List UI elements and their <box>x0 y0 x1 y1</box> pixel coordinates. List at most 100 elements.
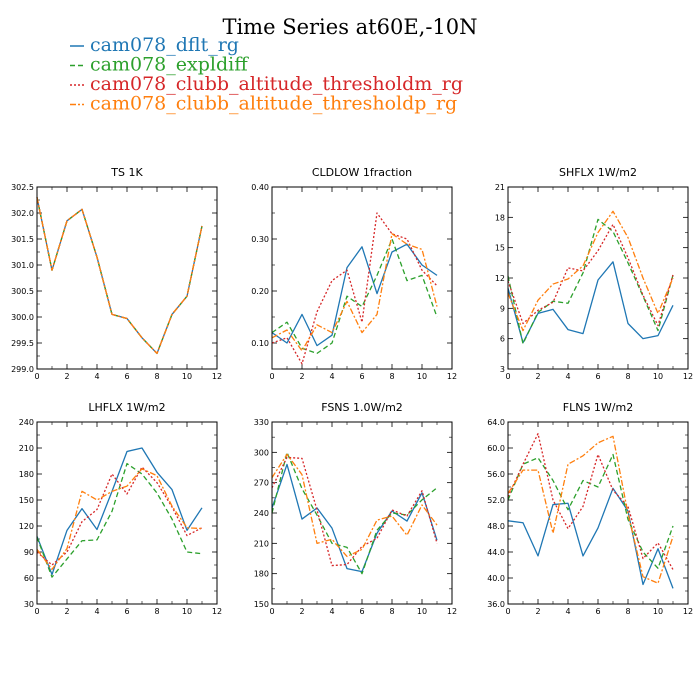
series-line <box>507 435 674 584</box>
y-tick-label: 0.30 <box>251 235 269 244</box>
y-tick-label: 300.5 <box>11 287 34 296</box>
x-tick-label: 2 <box>535 372 540 381</box>
y-tick-label: 210 <box>19 444 34 453</box>
x-tick-label: 2 <box>64 372 69 381</box>
y-tick-label: 44.0 <box>487 548 505 557</box>
series-line <box>271 243 438 347</box>
y-tick-label: 240 <box>254 509 269 518</box>
x-tick-label: 6 <box>595 372 600 381</box>
series-line <box>36 197 203 355</box>
series-line <box>271 212 438 365</box>
y-tick-label: 21 <box>495 183 505 192</box>
y-tick-label: 60.0 <box>487 444 505 453</box>
panels: TS 1K 0 2 4 6 8 10 12 299.0 299.5 300.0 300.5 301.0 3… <box>11 166 693 616</box>
series-line <box>271 463 438 573</box>
x-tick-label: 8 <box>625 607 630 616</box>
x-tick-label: 4 <box>329 372 334 381</box>
y-tick-label: 302.5 <box>11 183 34 192</box>
series-line <box>507 210 674 332</box>
x-tick-label: 6 <box>359 607 364 616</box>
x-tick-label: 4 <box>565 372 570 381</box>
x-tick-label: 10 <box>417 372 427 381</box>
x-tick-label: 12 <box>212 372 222 381</box>
panel: CLDLOW 1fraction 0 2 4 6 8 10 12 0.10 0.20 0.30 0.4… <box>251 166 457 381</box>
y-tick-label: 180 <box>254 570 269 579</box>
x-tick-label: 6 <box>595 607 600 616</box>
y-tick-label: 0.10 <box>251 339 269 348</box>
x-tick-label: 8 <box>154 372 159 381</box>
x-tick-label: 10 <box>182 372 192 381</box>
series-line <box>271 233 438 352</box>
x-tick-label: 2 <box>535 607 540 616</box>
panel-title: FSNS 1.0W/m2 <box>321 401 403 414</box>
y-tick-label: 302.0 <box>11 209 34 218</box>
panel-title: LHFLX 1W/m2 <box>88 401 165 414</box>
legend-label: cam078_clubb_altitude_thresholdp_rg <box>90 93 457 115</box>
plot-frame <box>271 421 453 605</box>
series-line <box>36 468 203 570</box>
series-line <box>36 466 203 566</box>
panel-title: CLDLOW 1fraction <box>312 166 412 179</box>
y-tick-label: 30 <box>24 600 34 609</box>
y-tick-label: 18 <box>495 213 505 222</box>
legend-label: cam078_clubb_altitude_thresholdm_rg <box>90 73 463 95</box>
y-tick-label: 210 <box>254 539 269 548</box>
y-tick-label: 48.0 <box>487 522 505 531</box>
series-line <box>271 451 438 575</box>
series-line <box>507 218 674 345</box>
plot-frame <box>507 421 689 605</box>
x-tick-label: 10 <box>417 607 427 616</box>
panel: FSNS 1.0W/m2 0 2 4 6 8 10 12 150 180 210 240 270 300 3… <box>254 401 457 616</box>
y-tick-label: 180 <box>19 470 34 479</box>
plot-frame <box>36 186 218 370</box>
x-tick-label: 2 <box>299 372 304 381</box>
panel: SHFLX 1W/m2 0 2 4 6 8 10 12 3 6 9 12 15 18 21 <box>495 166 693 381</box>
legend-label: cam078_expldiff <box>90 54 249 76</box>
x-tick-label: 12 <box>447 607 457 616</box>
panel-title: FLNS 1W/m2 <box>563 401 633 414</box>
series-line <box>271 456 438 567</box>
panel-title: TS 1K <box>110 166 143 179</box>
x-tick-label: 8 <box>154 607 159 616</box>
y-tick-label: 240 <box>19 418 34 427</box>
x-tick-label: 10 <box>182 607 192 616</box>
x-tick-label: 4 <box>94 607 99 616</box>
x-tick-label: 6 <box>359 372 364 381</box>
y-tick-label: 40.0 <box>487 574 505 583</box>
y-tick-label: 12 <box>495 274 505 283</box>
y-tick-label: 301.0 <box>11 261 34 270</box>
x-tick-label: 6 <box>124 607 129 616</box>
x-tick-label: 4 <box>329 607 334 616</box>
y-tick-label: 90 <box>24 548 34 557</box>
y-tick-label: 0.20 <box>251 287 269 296</box>
y-tick-label: 299.0 <box>11 365 34 374</box>
x-tick-label: 4 <box>94 372 99 381</box>
y-tick-label: 60 <box>24 574 34 583</box>
x-tick-label: 12 <box>447 372 457 381</box>
y-tick-label: 36.0 <box>487 600 505 609</box>
x-tick-label: 12 <box>212 607 222 616</box>
x-tick-label: 0 <box>34 372 39 381</box>
x-tick-label: 4 <box>565 607 570 616</box>
series-line <box>271 453 438 558</box>
x-tick-label: 0 <box>269 372 274 381</box>
y-tick-label: 150 <box>19 496 34 505</box>
x-tick-label: 0 <box>505 607 510 616</box>
series-line <box>36 447 203 576</box>
x-tick-label: 10 <box>653 372 663 381</box>
series-line <box>36 197 203 355</box>
y-tick-label: 300 <box>254 448 269 457</box>
panel: TS 1K 0 2 4 6 8 10 12 299.0 299.5 300.0 300.5 301.0 3… <box>11 166 222 381</box>
x-tick-label: 2 <box>299 607 304 616</box>
y-tick-label: 270 <box>254 479 269 488</box>
series-line <box>36 197 203 355</box>
legend: cam078_dflt_rgcam078_expldiffcam078_club… <box>70 34 463 115</box>
y-tick-label: 0.40 <box>251 183 269 192</box>
y-tick-label: 330 <box>254 418 269 427</box>
x-tick-label: 2 <box>64 607 69 616</box>
y-tick-label: 300.0 <box>11 313 34 322</box>
x-tick-label: 0 <box>269 607 274 616</box>
y-tick-label: 3 <box>500 365 505 374</box>
plot-frame <box>507 186 689 370</box>
series-line <box>507 453 674 569</box>
